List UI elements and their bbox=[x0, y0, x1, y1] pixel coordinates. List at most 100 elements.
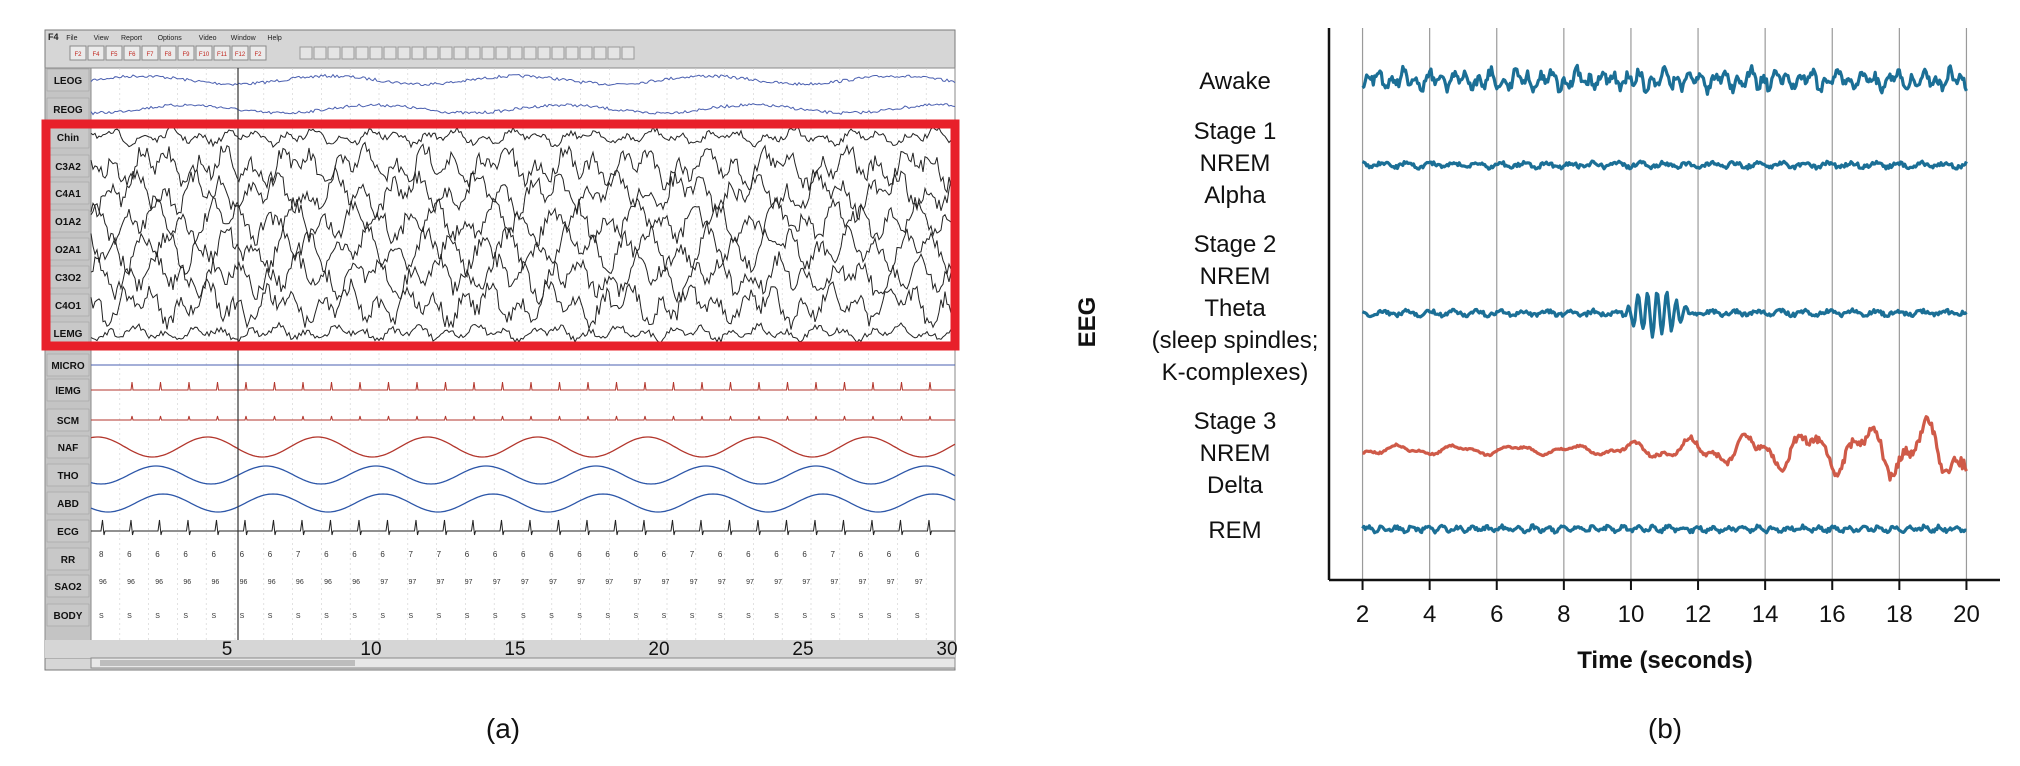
rr-value: 7 bbox=[296, 550, 301, 559]
rr-value: 7 bbox=[408, 550, 413, 559]
sao2-value: 97 bbox=[915, 579, 923, 586]
rr-value: 6 bbox=[380, 550, 385, 559]
x-tick-label: 12 bbox=[1685, 601, 1712, 628]
sao2-value: 97 bbox=[437, 579, 445, 586]
eeg-trace bbox=[90, 321, 956, 344]
body-value: S bbox=[240, 613, 245, 620]
rr-value: 6 bbox=[183, 550, 188, 559]
body-value: S bbox=[690, 613, 695, 620]
eeg-trace bbox=[90, 221, 956, 278]
channel-label: lEMG bbox=[55, 386, 81, 397]
toolbar-button bbox=[341, 46, 355, 60]
toolbar-key-label: F2 bbox=[74, 52, 82, 58]
sao2-value: 97 bbox=[887, 579, 895, 586]
body-value: S bbox=[577, 613, 582, 620]
sao2-value: 96 bbox=[240, 579, 248, 586]
channel-cell bbox=[46, 574, 90, 598]
series-label: REM bbox=[1208, 517, 1261, 544]
sao2-value: 96 bbox=[183, 579, 191, 586]
rr-value: 6 bbox=[127, 550, 132, 559]
eeg-highlight-box bbox=[41, 119, 960, 351]
x-tick-label: 18 bbox=[1886, 601, 1913, 628]
numeric-rows: 8 6 6 6 6 6 6 7 6 6 6 7 7 6 6 6 6 6 6 6 6 7 6 6 6 6 7 6 6 6 96 96 96 96 96… bbox=[99, 550, 923, 620]
toolbar-button bbox=[105, 45, 123, 61]
toolbar-button bbox=[383, 46, 397, 60]
time-gridlines bbox=[119, 68, 927, 640]
channel-label: O2A1 bbox=[55, 245, 82, 256]
rr-value: 6 bbox=[240, 550, 245, 559]
toolbar-key-label: F7 bbox=[146, 52, 154, 58]
rr-value: 6 bbox=[718, 550, 723, 559]
toolbar-button bbox=[313, 46, 327, 60]
toolbar-button bbox=[439, 46, 453, 60]
toolbar-key-label: F11 bbox=[217, 52, 228, 58]
toolbar-button bbox=[551, 46, 565, 60]
rr-value: 6 bbox=[324, 550, 329, 559]
body-value: S bbox=[830, 613, 835, 620]
body-value: S bbox=[718, 613, 723, 620]
time-axis-labels: 5 10 15 20 25 30 bbox=[222, 639, 958, 660]
sao2-value: 96 bbox=[155, 579, 163, 586]
rr-value: 6 bbox=[352, 550, 357, 559]
body-value: S bbox=[915, 613, 920, 620]
sao2-value: 97 bbox=[549, 579, 557, 586]
body-value: S bbox=[352, 613, 357, 620]
rr-value: 8 bbox=[99, 550, 104, 559]
scrollbar-thumb[interactable] bbox=[100, 660, 355, 666]
toolbar-button bbox=[231, 45, 249, 61]
eeg-trace bbox=[90, 141, 956, 194]
rr-value: 7 bbox=[437, 550, 442, 559]
toolbar-button bbox=[425, 46, 439, 60]
x-tick-label: 16 bbox=[1819, 601, 1846, 628]
channel-labels: LEOG REOG Chin C3A2 C4A1 O1A2 O2A1 C3O2 C4O1 LEMG… bbox=[46, 68, 90, 627]
series-label: Stage 3 bbox=[1194, 408, 1277, 435]
toolbar-button bbox=[327, 46, 341, 60]
body-value: S bbox=[746, 613, 751, 620]
sao2-value: 97 bbox=[605, 579, 613, 586]
eeg-trace bbox=[90, 125, 956, 149]
sao2-value: 97 bbox=[830, 579, 838, 586]
eeg-wave-2 bbox=[1361, 290, 1968, 339]
series-label: Stage 1 bbox=[1194, 118, 1277, 145]
x-tick-labels: 2 4 6 8 10 12 14 16 18 20 bbox=[1356, 580, 1980, 628]
rr-value: 6 bbox=[802, 550, 807, 559]
sao2-value: 97 bbox=[465, 579, 473, 586]
body-value: S bbox=[465, 613, 470, 620]
rr-value: 6 bbox=[887, 550, 892, 559]
x-tick-label: 10 bbox=[1618, 601, 1645, 628]
channel-label: SAO2 bbox=[54, 582, 82, 593]
toolbar-button bbox=[177, 45, 195, 61]
menu-bar: F4 File View Report Options Video Window Help bbox=[48, 32, 282, 42]
toolbar-key-label: F10 bbox=[199, 52, 210, 58]
series-label: (sleep spindles; bbox=[1152, 327, 1319, 354]
body-value: S bbox=[774, 613, 779, 620]
sao2-value: 96 bbox=[324, 579, 332, 586]
abd-trace bbox=[90, 493, 956, 513]
eeg-wave-3 bbox=[1362, 415, 1968, 482]
series-label: Stage 2 bbox=[1194, 231, 1277, 258]
series-label: NREM bbox=[1200, 150, 1271, 177]
toolbar-button bbox=[355, 46, 369, 60]
menu-item: F4 bbox=[48, 32, 59, 42]
eeg-trace bbox=[90, 278, 956, 331]
toolbar-button bbox=[299, 46, 313, 60]
channel-cell bbox=[46, 435, 90, 459]
rr-value: 7 bbox=[690, 550, 695, 559]
horizontal-scrollbar[interactable] bbox=[90, 657, 956, 669]
toolbar-key-label: F4 bbox=[92, 52, 100, 58]
rr-value: 6 bbox=[521, 550, 526, 559]
body-value: S bbox=[183, 613, 188, 620]
body-value: S bbox=[155, 613, 160, 620]
menu-item: View bbox=[94, 35, 110, 42]
x-tick-label: 6 bbox=[1490, 601, 1503, 628]
toolbar-button bbox=[481, 46, 495, 60]
rr-value: 6 bbox=[212, 550, 217, 559]
channel-cell bbox=[46, 463, 90, 487]
caption-a: (a) bbox=[486, 713, 520, 744]
toolbar-button bbox=[69, 45, 87, 61]
toolbar-button bbox=[369, 46, 383, 60]
body-value: S bbox=[380, 613, 385, 620]
toolbar-button bbox=[565, 46, 579, 60]
time-tick-label: 20 bbox=[648, 639, 669, 660]
